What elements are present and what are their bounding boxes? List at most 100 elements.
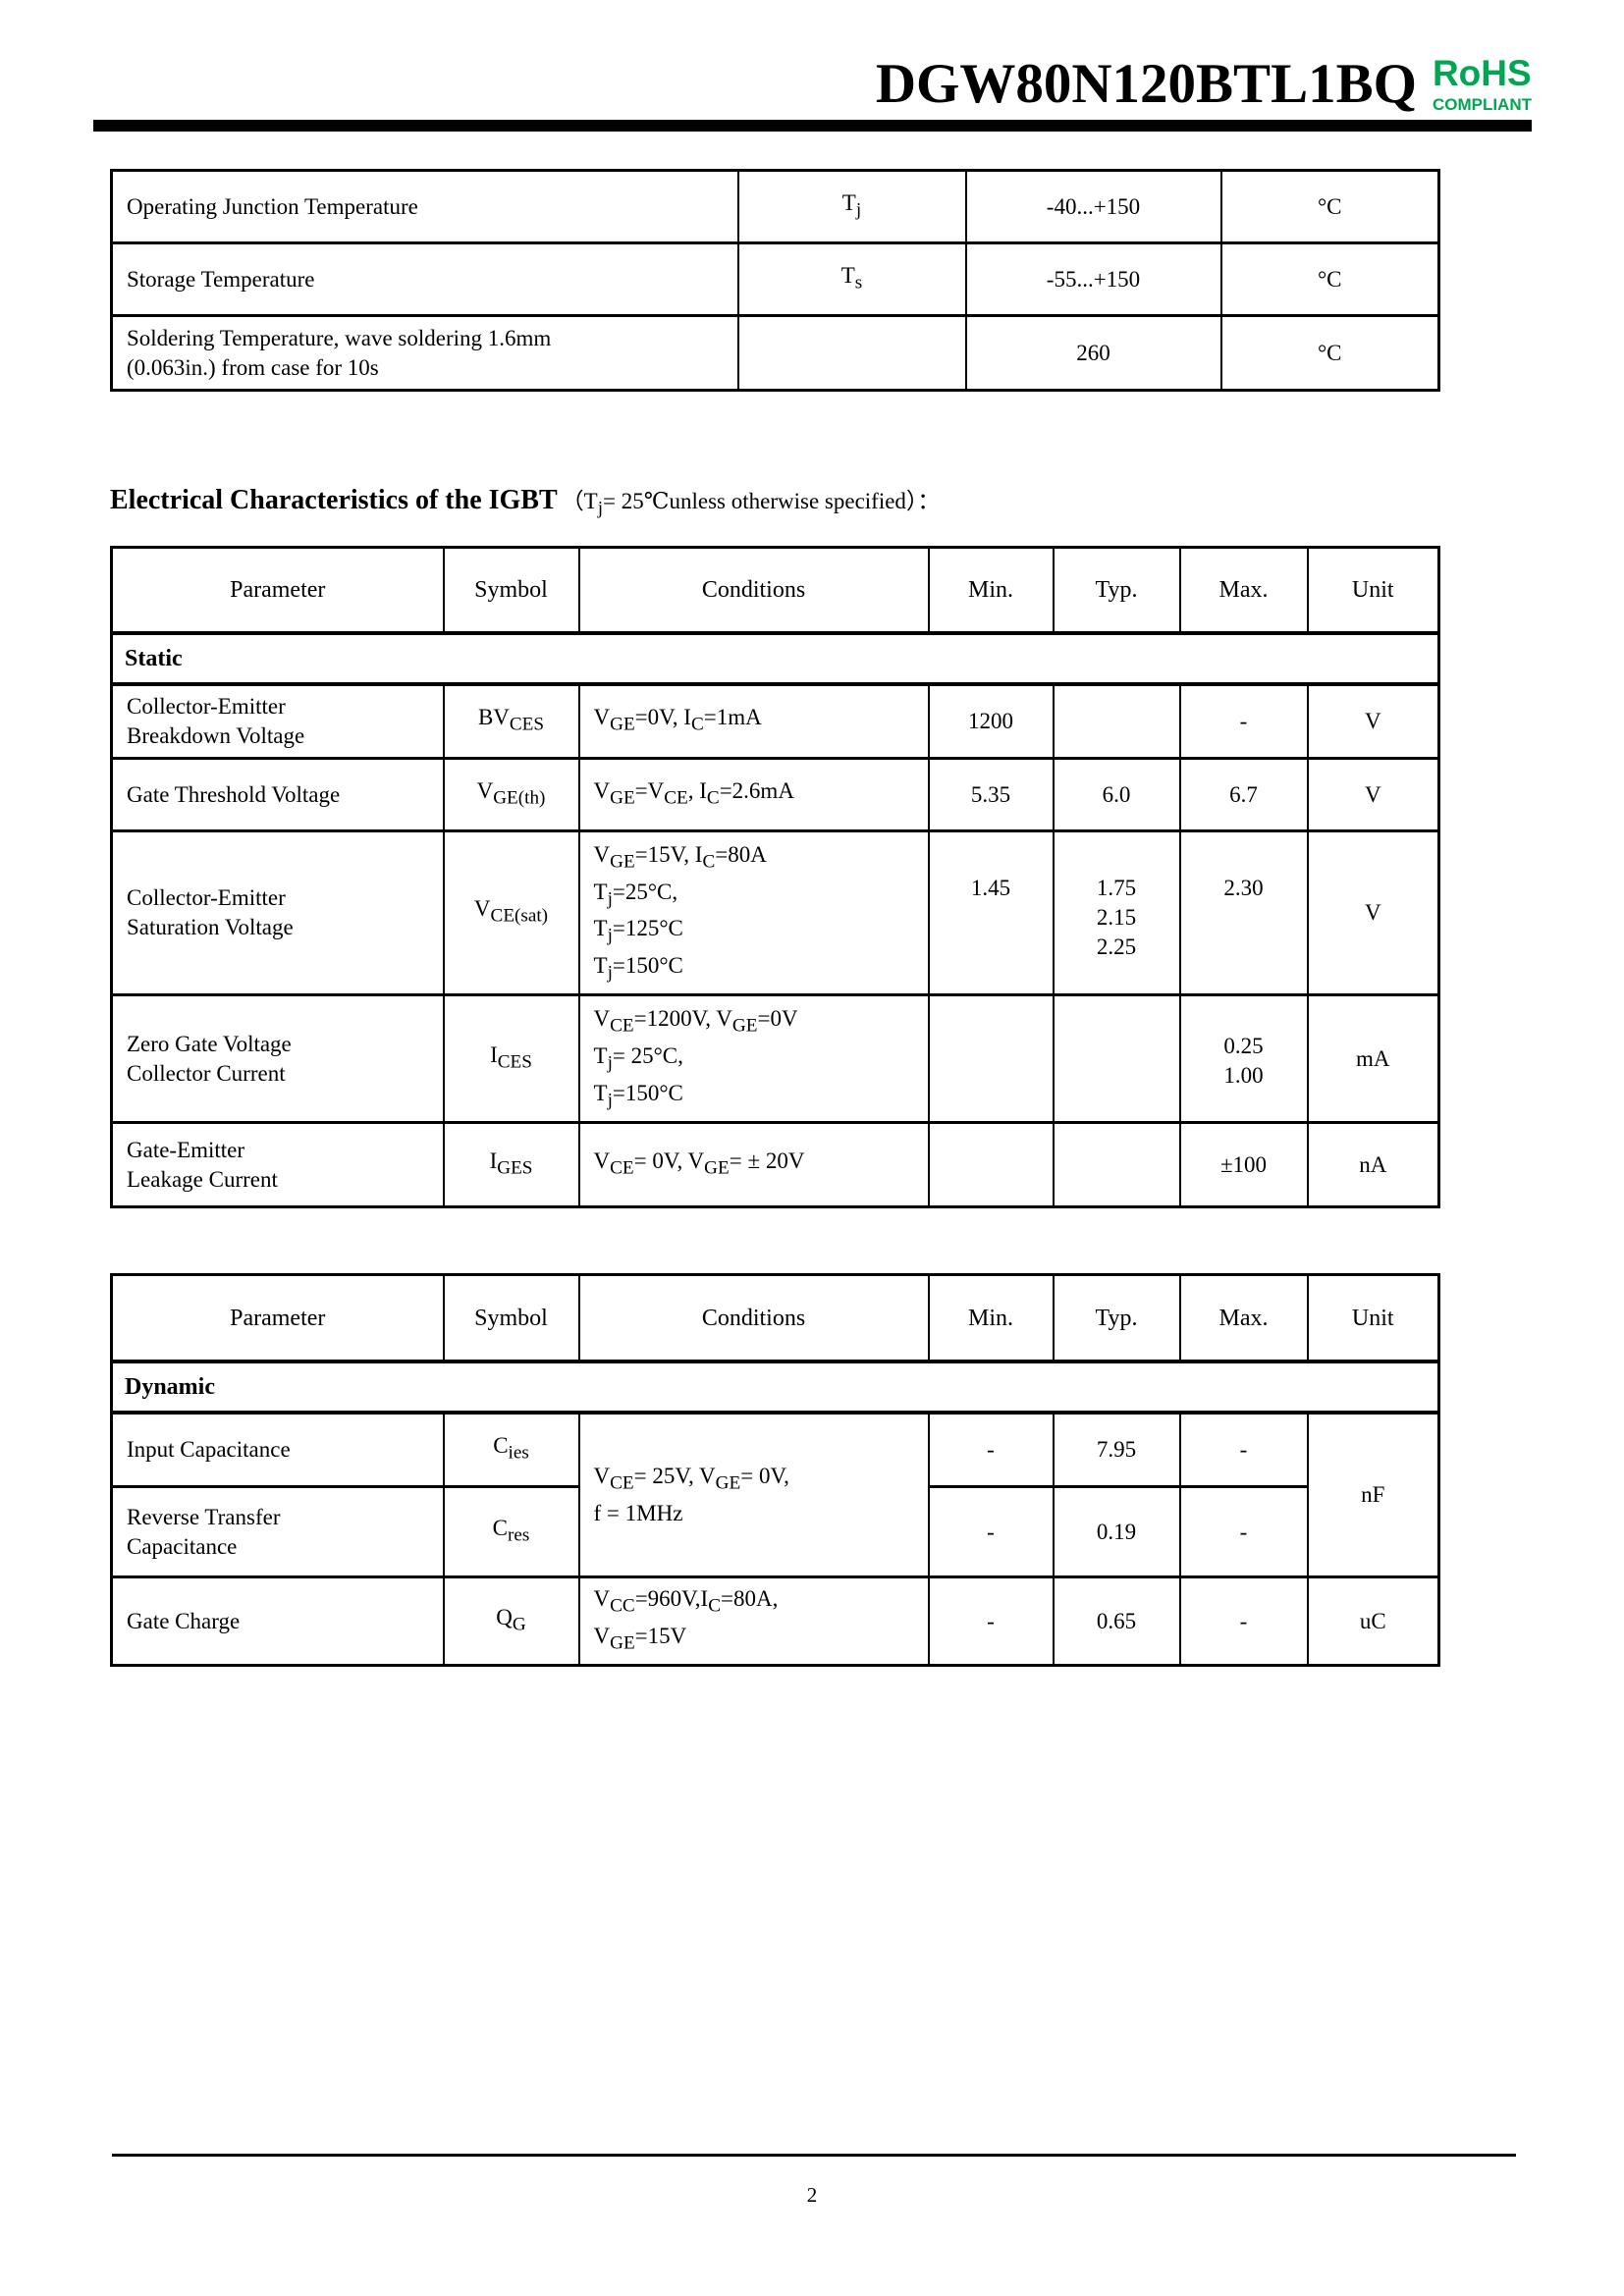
header-max: Max. — [1178, 1273, 1309, 1363]
typ-cell — [1052, 1121, 1181, 1209]
max-cell: 0.25 1.00 — [1178, 993, 1309, 1125]
header-min: Min. — [927, 545, 1055, 636]
header-typ: Typ. — [1052, 1273, 1181, 1363]
min-cell: 1.45 — [927, 829, 1055, 997]
rohs-badge: RoHS COMPLIANT — [1433, 55, 1532, 113]
min-cell: - — [927, 1575, 1055, 1668]
typ-cell: 7.95 — [1052, 1411, 1181, 1489]
conditions-cell: VGE=0V, IC=1mA — [577, 682, 930, 761]
unit-cell: °C — [1219, 169, 1440, 244]
conditions-cell: VCC=960V,IC=80A, VGE=15V — [577, 1575, 930, 1668]
typ-cell: 0.65 — [1052, 1575, 1181, 1668]
max-cell: ±100 — [1178, 1121, 1309, 1209]
symbol-cell: VCE(sat) — [442, 829, 580, 997]
conditions-cell: VCE= 25V, VGE= 0V, f = 1MHz — [577, 1411, 930, 1579]
symbol-cell: ICES — [442, 993, 580, 1125]
header-min: Min. — [927, 1273, 1055, 1363]
parameter-cell: Reverse Transfer Capacitance — [110, 1485, 445, 1579]
table-row: Input Capacitance Cies VCE= 25V, VGE= 0V… — [110, 1411, 1440, 1579]
maximum-ratings-table: Operating Junction Temperature Tj -40...… — [110, 169, 1440, 392]
unit-cell: uC — [1306, 1575, 1440, 1668]
value-cell: 260 — [964, 314, 1222, 392]
header-conditions: Conditions — [577, 1273, 930, 1363]
table-row: Storage Temperature Ts -55...+150 °C — [110, 241, 1440, 317]
dynamic-characteristics-table: Parameter Symbol Conditions Min. Typ. Ma… — [110, 1273, 1440, 1668]
min-cell — [927, 993, 1055, 1125]
masthead: DGW80N120BTL1BQ RoHS COMPLIANT — [0, 0, 1624, 113]
header-parameter: Parameter — [110, 1273, 445, 1363]
parameter-cell: Gate-Emitter Leakage Current — [110, 1121, 445, 1209]
parameter-cell: Gate Charge — [110, 1575, 445, 1668]
symbol-cell — [736, 314, 967, 392]
section-title: Electrical Characteristics of the IGBT — [110, 485, 558, 515]
page-title: DGW80N120BTL1BQ — [875, 52, 1417, 115]
rohs-label: RoHS — [1432, 53, 1532, 93]
table-header-row: Parameter Symbol Conditions Min. Typ. Ma… — [110, 1273, 1440, 1363]
header-typ: Typ. — [1052, 545, 1181, 636]
table-row: Reverse Transfer Capacitance Cres - 0.19 … — [110, 1485, 1439, 1579]
group-row: Dynamic — [110, 1360, 1440, 1415]
unit-cell: V — [1306, 757, 1440, 833]
table-row: Gate Threshold Voltage VGE(th) VGE=VCE, … — [110, 757, 1440, 833]
max-cell: - — [1178, 1485, 1309, 1579]
static-characteristics-table: Parameter Symbol Conditions Min. Typ. Ma… — [110, 545, 1440, 1209]
page-number: 2 — [806, 2183, 818, 2207]
conditions-cell: VGE=VCE, IC=2.6mA — [577, 757, 930, 833]
section-heading: Electrical Characteristics of the IGBT （… — [110, 482, 1624, 520]
typ-cell: 6.0 — [1052, 757, 1181, 833]
table-header-row: Parameter Symbol Conditions Min. Typ. Ma… — [110, 545, 1440, 636]
symbol-cell: QG — [442, 1575, 580, 1668]
parameter-cell: Gate Threshold Voltage — [110, 757, 445, 833]
header-unit: Unit — [1306, 545, 1440, 636]
conditions-cell: VCE= 0V, VGE= ± 20V — [577, 1121, 930, 1209]
section-condition-note: （Tj= 25℃unless otherwise specified）： — [561, 489, 941, 519]
value-cell: -55...+150 — [964, 241, 1222, 317]
max-cell: 2.30 — [1178, 829, 1309, 997]
symbol-cell: Ts — [736, 241, 967, 317]
unit-cell: °C — [1219, 314, 1440, 392]
parameter-cell: Input Capacitance — [110, 1411, 445, 1489]
header-conditions: Conditions — [577, 545, 930, 636]
unit-cell: °C — [1219, 241, 1440, 317]
table-row: Gate Charge QG VCC=960V,IC=80A, VGE=15V -… — [110, 1575, 1440, 1668]
max-cell: - — [1178, 682, 1309, 761]
table-row: Collector-Emitter Saturation Voltage VCE(… — [110, 829, 1440, 997]
typ-cell — [1052, 682, 1181, 761]
parameter-cell: Operating Junction Temperature — [110, 169, 739, 244]
table-row: Operating Junction Temperature Tj -40...… — [110, 169, 1440, 244]
unit-cell: V — [1306, 829, 1440, 997]
unit-cell: V — [1306, 682, 1440, 761]
min-cell: 5.35 — [927, 757, 1055, 833]
conditions-cell: VGE=15V, IC=80A Tj=25°C, Tj=125°C Tj=150°C — [577, 829, 930, 997]
table-row: Soldering Temperature, wave soldering 1.… — [110, 314, 1440, 392]
parameter-cell: Collector-Emitter Breakdown Voltage — [110, 682, 445, 761]
unit-cell: nA — [1306, 1121, 1440, 1209]
symbol-cell: Tj — [736, 169, 967, 244]
group-row: Static — [110, 631, 1440, 687]
parameter-cell: Storage Temperature — [110, 241, 739, 317]
max-cell: - — [1178, 1411, 1309, 1489]
max-cell: - — [1178, 1575, 1309, 1668]
table-row: Zero Gate Voltage Collector Current ICES … — [110, 993, 1440, 1125]
min-cell: - — [927, 1485, 1055, 1579]
header-symbol: Symbol — [442, 1273, 580, 1363]
header-symbol: Symbol — [442, 545, 580, 636]
table-row: Gate-Emitter Leakage Current IGES VCE= 0V… — [110, 1121, 1440, 1209]
typ-cell: 1.75 2.15 2.25 — [1052, 829, 1181, 997]
header-unit: Unit — [1306, 1273, 1440, 1363]
min-cell: 1200 — [927, 682, 1055, 761]
conditions-cell: VCE=1200V, VGE=0V Tj= 25°C, Tj=150°C — [577, 993, 930, 1125]
symbol-cell: Cres — [442, 1485, 580, 1579]
header-max: Max. — [1178, 545, 1309, 636]
table-row: Collector-Emitter Breakdown Voltage BVCES… — [110, 682, 1440, 761]
group-label: Dynamic — [110, 1360, 1440, 1415]
parameter-cell: Collector-Emitter Saturation Voltage — [110, 829, 445, 997]
parameter-cell: Zero Gate Voltage Collector Current — [110, 993, 445, 1125]
symbol-cell: IGES — [442, 1121, 580, 1209]
max-cell: 6.7 — [1178, 757, 1309, 833]
rohs-compliant-label: COMPLIANT — [1432, 95, 1532, 114]
min-cell: - — [927, 1411, 1055, 1489]
unit-cell: mA — [1306, 993, 1440, 1125]
symbol-cell: Cies — [442, 1411, 580, 1489]
